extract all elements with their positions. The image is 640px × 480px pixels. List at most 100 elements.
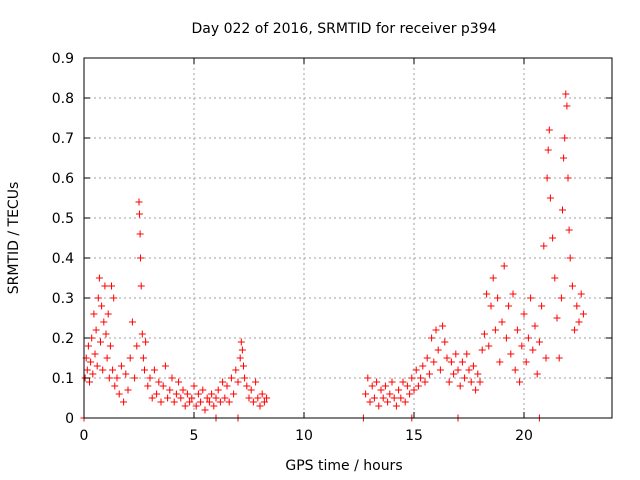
- data-point: [368, 382, 376, 390]
- data-point: [377, 386, 385, 394]
- data-point: [384, 398, 392, 406]
- x-tick-label: 15: [405, 428, 423, 444]
- y-tick-label: 0.2: [52, 331, 74, 347]
- data-point: [137, 282, 145, 290]
- data-point: [545, 126, 553, 134]
- data-point: [93, 362, 101, 370]
- data-point: [491, 326, 499, 334]
- data-point: [447, 358, 455, 366]
- data-point: [135, 198, 143, 206]
- data-point: [388, 378, 396, 386]
- data-point: [142, 338, 150, 346]
- data-point: [498, 318, 506, 326]
- data-point: [564, 174, 572, 182]
- data-point: [249, 398, 257, 406]
- data-point: [524, 334, 532, 342]
- data-point: [496, 358, 504, 366]
- data-point: [108, 282, 115, 290]
- x-tick-label: 20: [515, 428, 533, 444]
- data-point: [214, 386, 222, 394]
- data-point: [454, 366, 462, 374]
- data-point: [241, 374, 249, 382]
- data-point: [450, 370, 458, 378]
- data-point: [219, 378, 227, 386]
- data-point: [476, 378, 484, 386]
- data-point: [128, 318, 136, 326]
- data-point: [161, 362, 169, 370]
- data-point: [549, 234, 557, 242]
- y-tick-label: 0.8: [52, 91, 74, 107]
- data-point: [205, 398, 213, 406]
- data-point: [240, 362, 247, 370]
- data-point: [97, 338, 104, 346]
- data-point: [562, 90, 570, 98]
- data-point: [527, 294, 535, 302]
- data-point: [230, 390, 238, 398]
- data-point: [232, 366, 240, 374]
- data-point: [456, 382, 464, 390]
- data-point: [144, 382, 152, 390]
- data-point: [98, 302, 106, 310]
- data-point: [91, 350, 99, 358]
- data-point: [458, 358, 466, 366]
- data-point: [452, 350, 460, 358]
- data-point: [364, 374, 372, 382]
- data-point: [379, 394, 387, 402]
- x-tick-label: 10: [295, 428, 313, 444]
- data-point: [445, 378, 453, 386]
- y-tick-label: 0.5: [52, 211, 74, 227]
- chart-title: Day 022 of 2016, SRMTID for receiver p39…: [191, 21, 496, 37]
- data-point: [90, 310, 98, 318]
- gridlines: [84, 58, 612, 418]
- data-point: [236, 354, 244, 362]
- data-point: [109, 366, 117, 374]
- data-point: [518, 342, 526, 350]
- data-point: [425, 370, 433, 378]
- data-point: [513, 326, 521, 334]
- data-point: [146, 374, 154, 382]
- data-point: [105, 374, 113, 382]
- data-point: [104, 310, 112, 318]
- data-point: [419, 362, 427, 370]
- data-point: [529, 346, 537, 354]
- data-point: [137, 254, 145, 262]
- data-point: [500, 262, 508, 270]
- data-point: [417, 374, 425, 382]
- data-point: [571, 326, 579, 334]
- y-tick-label: 0.3: [52, 291, 74, 307]
- data-point: [155, 378, 163, 386]
- data-point: [461, 374, 469, 382]
- data-point: [502, 334, 510, 342]
- data-point: [538, 302, 546, 310]
- data-point: [256, 402, 264, 410]
- data-point: [201, 406, 209, 414]
- data-point: [225, 398, 233, 406]
- data-point: [227, 374, 235, 382]
- data-point: [212, 394, 220, 402]
- data-point: [92, 326, 100, 334]
- data-point: [221, 394, 229, 402]
- data-point: [428, 334, 436, 342]
- data-point: [375, 402, 383, 410]
- data-point: [511, 366, 519, 374]
- data-point: [177, 394, 185, 402]
- data-point: [199, 386, 207, 394]
- data-point: [535, 338, 543, 346]
- data-point: [406, 390, 414, 398]
- y-tick-label: 0.1: [52, 371, 74, 387]
- data-point: [430, 358, 438, 366]
- data-point: [463, 350, 471, 358]
- data-point: [467, 378, 475, 386]
- data-point: [101, 282, 109, 290]
- data-point: [136, 230, 144, 238]
- data-points: [80, 90, 587, 422]
- data-point: [216, 398, 224, 406]
- data-point: [153, 390, 161, 398]
- data-point: [139, 354, 147, 362]
- x-tick-label: 5: [190, 428, 199, 444]
- data-point: [559, 206, 566, 214]
- data-point: [150, 366, 158, 374]
- data-point: [245, 394, 253, 402]
- y-axis-label: SRMTID / TECUs: [6, 182, 22, 295]
- data-point: [252, 378, 260, 386]
